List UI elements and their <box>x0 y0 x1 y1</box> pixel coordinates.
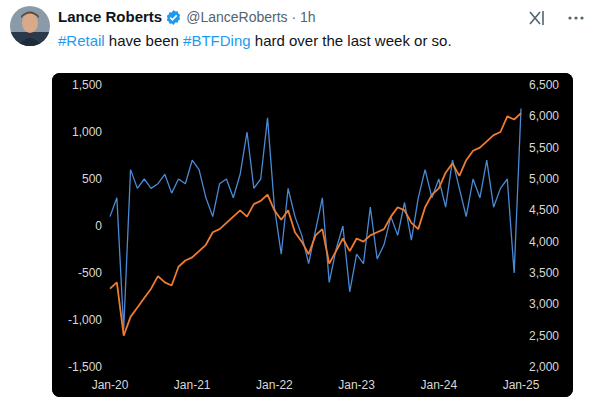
svg-text:-500: -500 <box>78 266 102 280</box>
svg-text:-1,500: -1,500 <box>68 360 102 374</box>
svg-text:-1,000: -1,000 <box>68 313 102 327</box>
svg-text:5,000: 5,000 <box>529 172 559 186</box>
svg-text:Jan-21: Jan-21 <box>174 378 211 392</box>
svg-text:1,000: 1,000 <box>72 125 102 139</box>
svg-text:5,500: 5,500 <box>529 141 559 155</box>
svg-text:Jan-24: Jan-24 <box>420 378 457 392</box>
svg-text:Jan-22: Jan-22 <box>256 378 293 392</box>
svg-text:4,000: 4,000 <box>529 235 559 249</box>
svg-text:3,000: 3,000 <box>529 297 559 311</box>
svg-text:500: 500 <box>82 172 102 186</box>
svg-text:1,500: 1,500 <box>72 78 102 92</box>
svg-text:2,500: 2,500 <box>529 329 559 343</box>
svg-text:0: 0 <box>95 219 102 233</box>
svg-text:3,500: 3,500 <box>529 266 559 280</box>
svg-text:2,000: 2,000 <box>529 360 559 374</box>
svg-text:Jan-25: Jan-25 <box>503 378 540 392</box>
svg-text:Jan-20: Jan-20 <box>92 378 129 392</box>
html-text:Lance Roberts: Lance Roberts <box>58 8 163 25</box>
html-text:@LanceRoberts · 1h: @LanceRoberts · 1h <box>186 9 316 25</box>
svg-text:6,000: 6,000 <box>529 109 559 123</box>
svg-text:4,500: 4,500 <box>529 203 559 217</box>
svg-text:6,500: 6,500 <box>529 78 559 92</box>
html-text:#Retail have been #BTFDing har: #Retail have been #BTFDing hard over the… <box>58 32 452 49</box>
svg-text:Jan-23: Jan-23 <box>338 378 375 392</box>
